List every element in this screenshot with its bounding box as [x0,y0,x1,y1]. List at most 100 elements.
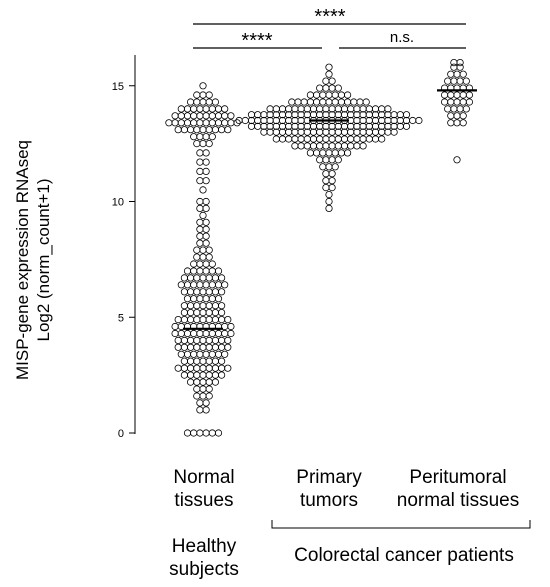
data-point-normal [202,167,210,175]
data-point-peritumoral [450,58,458,67]
data-point-primary [331,149,339,157]
group-bracket-colorectal [271,520,531,529]
data-point-normal [190,260,198,268]
data-point-primary [241,116,249,125]
data-point-primary [325,191,333,199]
data-point-normal [196,406,204,414]
data-point-normal [196,218,204,226]
data-point-normal [187,343,195,351]
data-point-normal [214,281,223,289]
data-point-normal [205,98,213,106]
data-point-normal [196,281,204,289]
data-point-primary [334,142,342,150]
data-point-primary [365,135,373,143]
data-point-primary [316,84,324,92]
data-point-primary [309,142,318,150]
data-point-normal [211,315,219,324]
data-point-normal [193,343,201,351]
data-point-normal [205,274,213,282]
data-point-peritumoral [459,70,467,78]
data-point-normal [180,336,188,344]
data-point-peritumoral [447,70,455,78]
data-point-primary [328,135,336,143]
data-point-normal [211,126,219,134]
data-point-normal [193,371,201,379]
data-point-normal [196,350,204,358]
group-label-healthy-line1: Healthy [172,536,237,557]
data-point-normal [193,315,201,324]
data-point-peritumoral [453,98,461,106]
data-point-normal [205,343,213,351]
data-point-normal [196,167,204,175]
data-point-peritumoral [450,105,458,113]
data-point-primary [359,135,367,143]
data-point-normal [202,149,210,157]
data-point-peritumoral [456,63,464,71]
data-point-normal [202,350,210,358]
data-point-normal [193,385,201,393]
y-tick-label-15: 15 [112,81,124,93]
data-point-normal [208,105,216,113]
data-point-peritumoral [453,119,461,127]
data-point-normal [202,232,210,240]
data-point-normal [190,267,198,275]
data-point-primary [340,142,349,150]
data-point-normal [196,260,204,268]
data-point-primary [343,91,352,99]
data-point-primary [303,135,311,143]
data-point-primary [325,197,333,206]
data-point-primary [319,149,327,157]
data-point-normal [205,378,213,386]
data-point-normal [208,267,216,275]
data-point-normal [180,343,188,351]
data-point-normal [187,98,195,106]
data-point-normal [193,302,201,310]
data-point-peritumoral [440,91,449,99]
data-point-normal [183,295,192,303]
data-point-normal [193,357,201,365]
data-point-normal [202,218,210,226]
data-point-normal [211,371,219,379]
data-point-primary [322,135,330,143]
data-point-primary [402,122,411,130]
category-label-normal-line2: tissues [174,490,233,511]
data-point-primary [325,70,333,78]
data-point-normal [180,302,188,310]
data-point-primary [316,156,324,164]
data-point-normal [199,288,207,296]
data-point-normal [174,364,182,372]
data-point-primary [303,142,311,150]
data-point-primary [328,177,336,185]
data-point-peritumoral [459,91,467,99]
y-axis: 0 5 10 15 MISP-gene expression RNAseq Log2 … [13,55,136,440]
data-point-normal [190,329,198,338]
data-point-normal [214,112,223,120]
significance-brackets: **** **** n.s. [193,6,466,52]
data-point-normal [218,371,226,379]
data-point-primary [384,105,392,113]
data-point-primary [272,135,280,143]
data-point-normal [199,91,207,99]
data-point-normal [171,112,179,120]
data-point-normal [227,119,235,127]
data-point-primary [322,156,330,164]
data-point-normal [199,336,207,344]
category-label-primary-line1: Primary [296,467,362,488]
data-point-normal [211,302,219,310]
data-point-primary [306,149,314,157]
data-point-normal [202,119,210,127]
data-point-normal [211,336,219,344]
data-point-normal [218,364,226,372]
data-point-normal [224,364,232,372]
median-lines [183,89,477,330]
data-point-primary [353,142,361,150]
data-point-normal [205,126,213,134]
sig-label-normal-vs-peritumoral: **** [314,6,345,28]
data-point-normal [199,274,207,282]
data-point-primary [309,135,318,143]
data-point-normal [227,329,235,338]
data-point-primary [325,63,333,71]
data-point-normal [199,186,207,194]
data-point-normal [183,429,192,437]
data-point-normal [218,343,226,351]
